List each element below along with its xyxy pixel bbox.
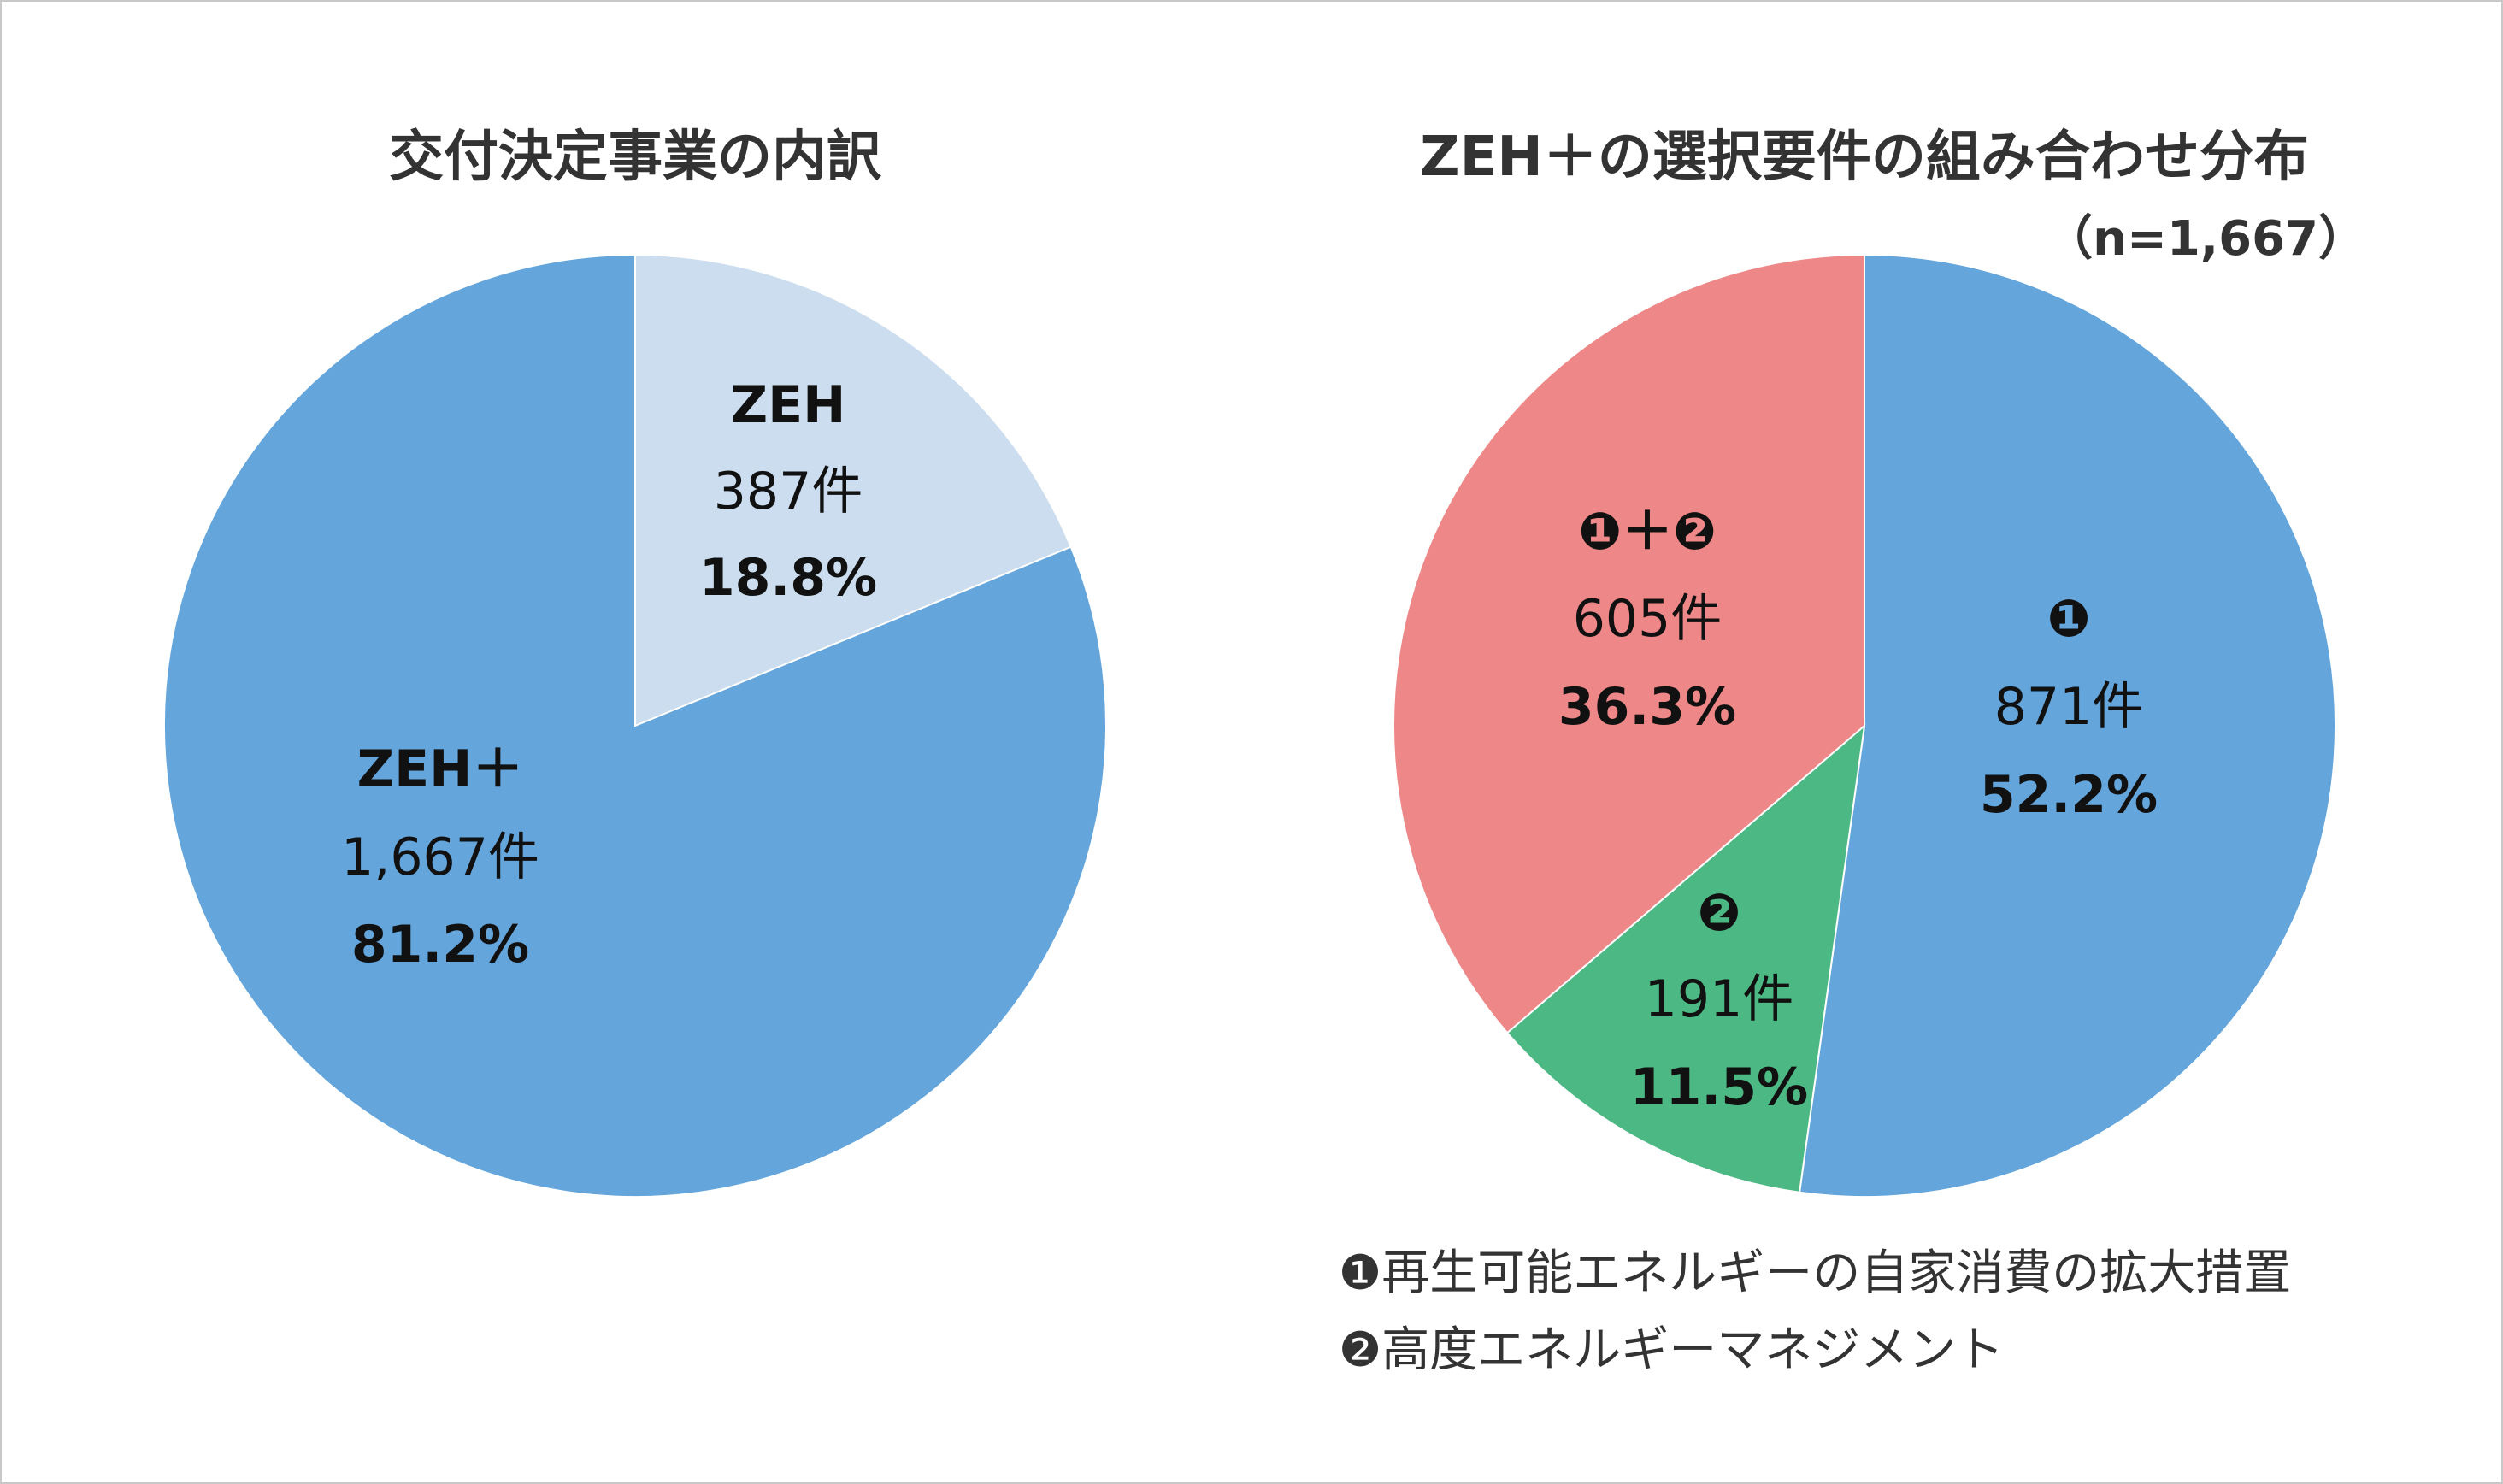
slice-label-zeh-percent: 18.8% [699,548,877,608]
slice-label-2-name: ❷ [1698,883,1741,943]
slice-label-1-name: ❶ [2047,589,2091,649]
slice-label-zehplus-percent: 81.2% [351,915,529,975]
slice-label-1-count: 871件 [1994,677,2144,737]
pie-slice-0-1 [163,253,1108,1198]
legend-item-1: ❶再生可能エネルギーの自家消費の拡大措置 [1339,1246,2291,1301]
pie-slice-0-0 [634,253,1073,727]
right-chart-subtitle: （n=1,667） [2045,211,2366,267]
slice-label-zeh-count: 387件 [714,462,863,521]
pie-left [163,253,1108,1198]
legend-item-2: ❷高度エネルギーマネジメント [1339,1322,2004,1378]
slice-label-2-percent: 11.5% [1630,1057,1808,1117]
left-chart-title: 交付決定事業の内訳 [389,126,882,189]
right-chart-title: ZEH＋の選択要件の組み合わせ分布 [1420,126,2309,189]
slice-label-1plus2-name: ❶＋❷ [1578,502,1717,562]
slice-label-1plus2-count: 605件 [1573,589,1723,649]
slice-label-2-count: 191件 [1645,969,1794,1029]
pie-slice-1-2 [1393,253,1865,1034]
slice-label-zehplus-name: ZEH＋ [357,739,524,799]
slice-label-1-percent: 52.2% [1980,765,2158,825]
pie-slice-1-0 [1798,253,2336,1198]
pie-slice-1-1 [1505,723,1866,1193]
slice-label-zehplus-count: 1,667件 [341,827,539,887]
pie-right [1393,253,2336,1198]
slice-label-zeh-name: ZEH [731,375,846,435]
slice-label-1plus2-percent: 36.3% [1558,677,1736,737]
